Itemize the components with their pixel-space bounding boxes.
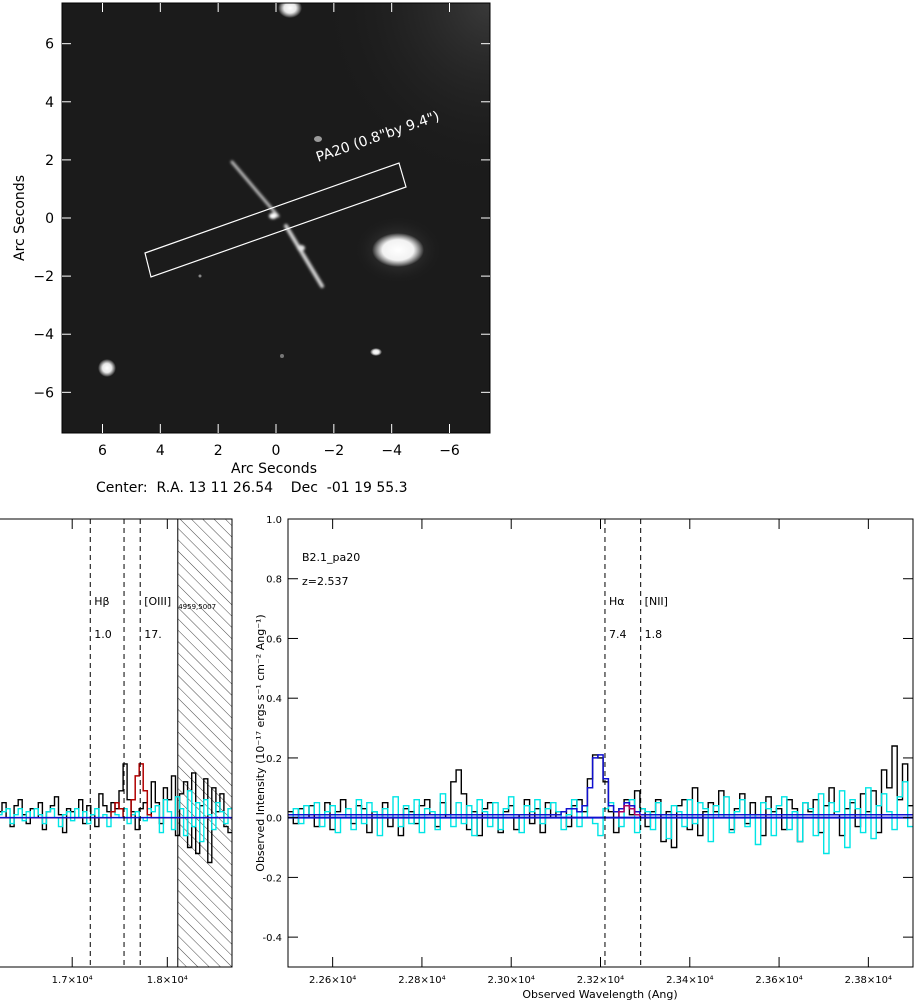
image-y-tick-label: −4 — [33, 327, 54, 343]
image-x-axis-label: Arc Seconds — [231, 461, 317, 477]
spectrum-series-2 — [288, 754, 913, 816]
y-tick-label: 0.6 — [266, 634, 282, 645]
image-x-tick-label: 4 — [156, 443, 165, 459]
object-name-annotation: B2.1_pa20 — [302, 551, 360, 564]
emission-line-subscript: 4959,5007 — [178, 603, 216, 611]
image-y-tick-label: −2 — [33, 269, 54, 285]
image-y-tick-label: 2 — [45, 153, 54, 169]
masked-region-hatch — [177, 519, 232, 967]
y-tick-label: 0.2 — [266, 754, 282, 765]
x-tick-label: 1.8×10⁴ — [147, 975, 188, 986]
y-tick-label: 1.0 — [266, 515, 282, 526]
image-axes: 6 4 2 0 −2 −4 −6 6 4 2 0 −2 −4 −6 — [33, 3, 490, 459]
bright-glow-corner — [300, 3, 490, 203]
slit-rectangle — [144, 162, 407, 278]
image-x-tick-label: 0 — [272, 443, 281, 459]
image-center-coordinates: Center: R.A. 13 11 26.54 Dec -01 19 55.3 — [96, 480, 408, 496]
faint-source-2 — [198, 274, 202, 278]
image-x-tick-label: 6 — [98, 443, 107, 459]
y-tick-label: 0.4 — [266, 694, 282, 705]
image-y-tick-label: 6 — [45, 37, 54, 53]
right-plot-frame — [287, 518, 914, 968]
image-y-tick-label: 4 — [45, 95, 54, 111]
right-x-axis-label: Observed Wavelength (Ang) — [522, 988, 677, 1001]
emission-line-flux: 1.8 — [645, 628, 663, 641]
sky-image-panel: PA20 (0.8"by 9.4") 6 4 2 0 −2 −4 −66420−2−4−6 … — [12, 2, 491, 496]
x-tick-label: 2.32×10⁴ — [577, 975, 624, 986]
y-tick-label: -0.2 — [262, 873, 282, 884]
emission-line-flux: 17. — [144, 628, 162, 641]
x-tick-label: 1.7×10⁴ — [52, 975, 93, 986]
spectrum-series-0 — [288, 745, 913, 849]
image-x-tick-label: 2 — [214, 443, 223, 459]
image-y-tick-label: 0 — [45, 211, 54, 227]
spectrum-series-3 — [288, 804, 913, 819]
x-tick-label: 2.38×10⁴ — [845, 975, 892, 986]
small-source-lower-right — [370, 348, 382, 356]
x-tick-label: 2.26×10⁴ — [309, 975, 356, 986]
spectrum-series-1 — [0, 790, 232, 843]
image-x-tick-label: −2 — [324, 443, 345, 459]
x-tick-label: 2.28×10⁴ — [398, 975, 445, 986]
x-tick-label: 2.36×10⁴ — [755, 975, 802, 986]
left-plot-frame — [0, 518, 233, 968]
spectrum-series-1 — [288, 781, 913, 855]
image-y-tick-label: −6 — [33, 385, 54, 401]
lensed-arc — [230, 160, 324, 288]
redshift-annotation: z=2.537 — [302, 575, 348, 588]
y-tick-label: 0.0 — [266, 814, 282, 825]
x-tick-label: 2.30×10⁴ — [488, 975, 535, 986]
left-spectrum-panel: Hβ 1.0 [OIII] 4959,5007 17. 1.7×10⁴ 1.8×10⁴ — [0, 518, 233, 986]
right-spectrum-panel: Hα 7.4 [NII] 1.8 2.26×10⁴ 2.28×10⁴ 2.30×10⁴ 2.3… — [254, 515, 914, 1001]
small-source-upper — [314, 136, 322, 142]
x-tick-label: 2.34×10⁴ — [666, 975, 713, 986]
emission-line-label: Hα — [609, 595, 625, 608]
faint-source — [280, 354, 284, 358]
bright-elliptical-galaxy — [372, 233, 424, 267]
y-tick-label: 0.8 — [266, 575, 282, 586]
emission-line-flux: 1.0 — [94, 628, 112, 641]
emission-line-flux: 7.4 — [609, 628, 627, 641]
bottom-left-star — [98, 359, 116, 377]
right-y-axis-label: Observed Intensity (10⁻¹⁷ ergs s⁻¹ cm⁻² … — [254, 614, 267, 871]
emission-line-label: Hβ — [94, 595, 109, 608]
image-x-tick-label: −6 — [439, 443, 460, 459]
y-tick-label: -0.4 — [262, 933, 282, 944]
emission-line-label: [OIII] — [144, 595, 171, 608]
image-x-tick-label: −4 — [381, 443, 402, 459]
image-y-axis-label: Arc Seconds — [12, 175, 28, 261]
emission-line-label: [NII] — [645, 595, 668, 608]
top-source — [278, 3, 302, 18]
